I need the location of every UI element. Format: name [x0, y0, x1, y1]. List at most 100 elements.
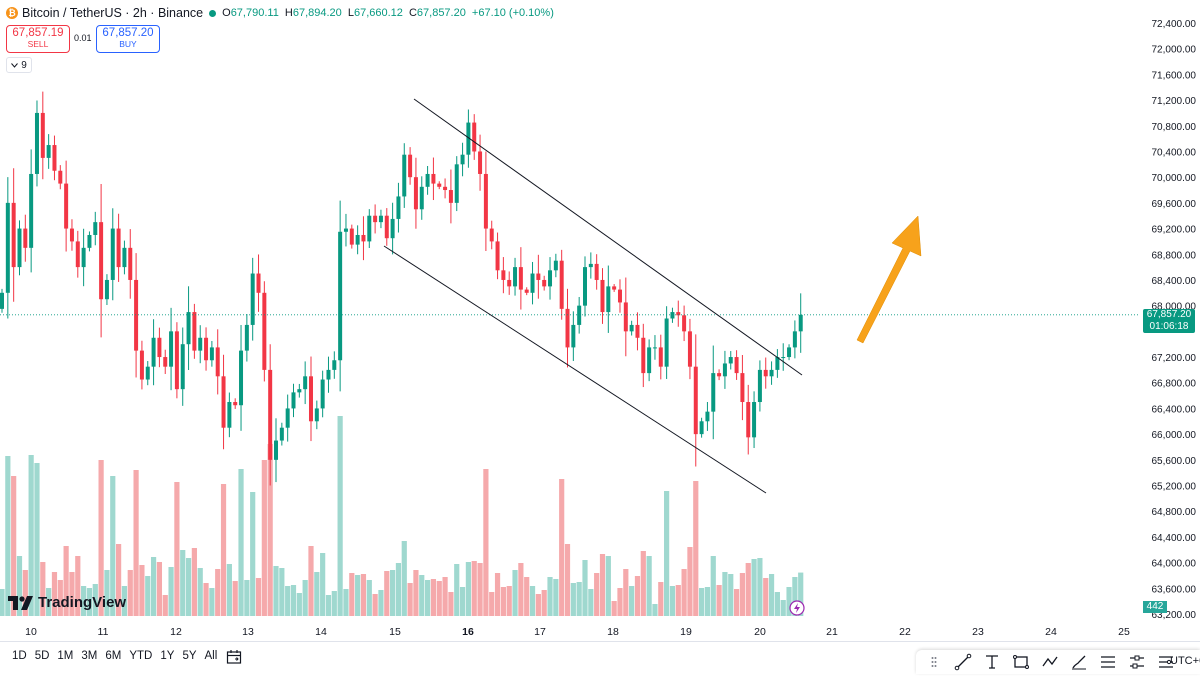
path-icon[interactable] [1039, 652, 1061, 672]
bullish-arrow[interactable] [856, 215, 922, 344]
price-tick-label: 70,800.00 [1152, 122, 1197, 133]
candle-body [722, 363, 727, 377]
volume-bar [448, 592, 454, 616]
high-value: 67,894.20 [292, 7, 342, 19]
volume-bar [529, 586, 536, 616]
volume-bar [710, 556, 716, 616]
candle-body [746, 402, 751, 438]
candle-body [198, 337, 203, 351]
range-buttons: 1D 5D 1M 3M 6M YTD 1Y 5Y All [8, 650, 221, 662]
volume-bar [547, 577, 553, 616]
range-6m[interactable]: 6M [105, 650, 122, 662]
time-tick-label: 23 [972, 626, 984, 638]
time-tick-label: 24 [1045, 626, 1057, 638]
candle-body [641, 337, 646, 374]
volume-bar [506, 586, 512, 616]
volume-bar [728, 574, 734, 616]
range-ytd[interactable]: YTD [129, 650, 153, 662]
range-1d[interactable]: 1D [12, 650, 27, 662]
candle-body [769, 369, 774, 377]
candle-body [466, 122, 471, 155]
candle-body [233, 402, 238, 406]
time-tick-label: 13 [242, 626, 254, 638]
buy-button[interactable]: 67,857.20 BUY [96, 25, 160, 53]
volume-bar [465, 562, 471, 616]
price-axis[interactable]: 72,400.00 72,000.00 71,600.00 71,200.00 70,8… [1152, 19, 1197, 621]
candle-body [460, 154, 465, 165]
time-tick-label: 20 [754, 626, 766, 638]
channel-lower-line[interactable] [383, 245, 767, 494]
candle-body [396, 196, 401, 219]
candle-body [81, 247, 86, 268]
price-tick-label: 70,400.00 [1152, 147, 1197, 158]
candle-body [268, 369, 273, 460]
long-position-icon[interactable] [1126, 652, 1148, 672]
volume-bar [459, 587, 466, 616]
candle-body [775, 357, 780, 370]
candle-body [699, 421, 704, 435]
volume-bar [325, 595, 332, 616]
volume-bar [366, 580, 372, 616]
tradingview-logo[interactable]: TradingView [8, 594, 126, 611]
range-all[interactable]: All [204, 650, 218, 662]
range-5y[interactable]: 5Y [182, 650, 197, 662]
volume-bar [250, 492, 256, 616]
price-chart[interactable]: 72,400.00 72,000.00 71,600.00 71,200.00 70,8… [0, 0, 1200, 641]
time-tick-label: 25 [1118, 626, 1130, 638]
candle-body [338, 231, 343, 361]
volume-bar [774, 592, 780, 616]
volume-bar [518, 563, 524, 616]
candle-body [11, 202, 16, 268]
brush-icon[interactable] [1068, 652, 1090, 672]
range-1y[interactable]: 1Y [160, 650, 175, 662]
text-cursor-icon[interactable] [981, 652, 1003, 672]
volume-bar [81, 586, 87, 616]
time-tick-label: 10 [25, 626, 37, 638]
descending-channel[interactable] [383, 98, 803, 494]
candle-body [23, 228, 28, 248]
volume-bar [664, 491, 670, 616]
volume-bar [308, 546, 314, 616]
sell-button[interactable]: 67,857.19 SELL [6, 25, 70, 53]
candle-body [343, 228, 348, 232]
volume-bar [494, 573, 501, 616]
drag-handle-icon[interactable] [923, 652, 945, 672]
trendline-icon[interactable] [952, 652, 974, 672]
fib-icon[interactable] [1097, 652, 1119, 672]
sell-price: 67,857.19 [12, 27, 64, 39]
volume-bar [599, 554, 606, 616]
range-3m[interactable]: 3M [81, 650, 98, 662]
volume-bar [320, 553, 326, 616]
candle-body [664, 318, 669, 367]
current-price-label: 67,857.20 01:06:18 [1143, 309, 1195, 333]
volume-bar [168, 567, 174, 616]
volume-bar [180, 550, 186, 616]
candle-body [606, 286, 611, 313]
rectangle-icon[interactable] [1010, 652, 1032, 672]
symbol-title[interactable]: Bitcoin / TetherUS · 2h · Binance [22, 6, 204, 20]
candle-body [565, 308, 570, 348]
candle-body [489, 228, 494, 242]
candle-body [209, 347, 214, 361]
range-1m[interactable]: 1M [57, 650, 74, 662]
channel-upper-line[interactable] [413, 98, 803, 376]
volume-bar [63, 546, 69, 616]
indicators-toggle[interactable]: 9 [6, 57, 32, 73]
time-axis[interactable]: 10 11 12 13 14 15 16 17 18 19 20 21 22 23 24 25 [25, 626, 1130, 638]
volume-bar [675, 585, 681, 616]
volume-bar [489, 592, 495, 616]
range-5d[interactable]: 5D [34, 650, 50, 662]
candle-body [448, 190, 453, 203]
time-tick-label: 14 [315, 626, 327, 638]
candle-body [262, 292, 267, 370]
volume-bar [51, 572, 58, 616]
timezone-button[interactable]: UTC+6 [1170, 655, 1200, 667]
volume-bar [16, 556, 23, 616]
volume-bar [145, 576, 151, 616]
candle-body [34, 112, 39, 174]
candle-body [752, 402, 757, 438]
candle-body [349, 228, 354, 245]
candle-body [303, 376, 308, 390]
measure-icon[interactable] [1155, 652, 1177, 672]
calendar-goto-icon[interactable] [226, 649, 242, 665]
